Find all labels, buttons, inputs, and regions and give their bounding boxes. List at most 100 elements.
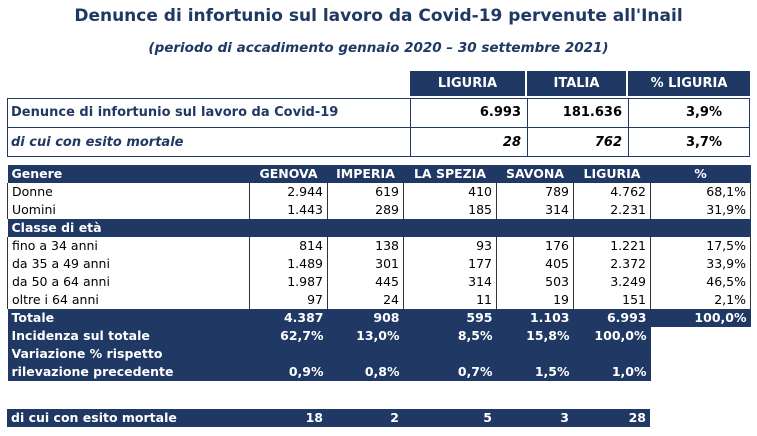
row-label: Totale	[7, 309, 250, 327]
summary-header-pct-liguria: % LIGURIA	[628, 71, 750, 96]
col-header-savona: SAVONA	[496, 165, 574, 183]
cell-genova: 1.443	[249, 201, 328, 219]
cell-la-spezia: 5	[403, 409, 496, 427]
cell-la-spezia: 177	[403, 255, 497, 273]
incidence-row: Incidenza sul totale 62,7% 13,0% 8,5% 15…	[7, 327, 751, 345]
cell-genova: 1.987	[249, 273, 328, 291]
cell-percent: 2,1%	[650, 291, 751, 309]
cell-liguria: 1,0%	[573, 363, 651, 381]
cell-savona: 19	[496, 291, 574, 309]
cell-savona: 3	[496, 409, 573, 427]
variation-row-top: Variazione % rispetto	[7, 345, 751, 363]
cell-savona: 314	[496, 201, 574, 219]
cell-liguria: 3.249	[573, 273, 651, 291]
cell-genova: 18	[249, 409, 327, 427]
summary-pct-value: 3,7%	[685, 135, 722, 150]
cell-savona: 176	[496, 237, 574, 255]
summary-header-italia: ITALIA	[527, 71, 626, 96]
cell-la-spezia: 314	[403, 273, 497, 291]
summary-row-divider	[7, 127, 750, 128]
summary-header-liguria: LIGURIA	[410, 71, 525, 96]
col-header-la-spezia: LA SPEZIA	[403, 165, 497, 183]
cell-imperia: 619	[327, 183, 404, 201]
cell-la-spezia: 410	[403, 183, 497, 201]
cell-percent: 100,0%	[650, 309, 751, 327]
row-label: di cui con esito mortale	[7, 409, 249, 427]
cell-imperia: 13,0%	[327, 327, 404, 345]
summary-liguria-value: 28	[502, 135, 521, 150]
cell-savona: 1,5%	[496, 363, 574, 381]
col-header-liguria: LIGURIA	[573, 165, 651, 183]
row-label: fino a 34 anni	[7, 237, 250, 255]
row-label: Variazione % rispetto	[7, 345, 250, 363]
summary-italia-value: 762	[594, 135, 622, 150]
page-subtitle: (periodo di accadimento gennaio 2020 – 3…	[148, 40, 609, 56]
mortality-row: di cui con esito mortale 18 2 5 3 28	[7, 409, 650, 427]
cell-liguria: 6.993	[573, 309, 651, 327]
cell-la-spezia: 185	[403, 201, 497, 219]
cell-percent: 33,9%	[650, 255, 751, 273]
detail-table: Genere GENOVA IMPERIA LA SPEZIA SAVONA L…	[7, 165, 751, 381]
table-header-row: Genere GENOVA IMPERIA LA SPEZIA SAVONA L…	[7, 165, 751, 183]
row-label: da 50 a 64 anni	[7, 273, 250, 291]
cell-savona: 405	[496, 255, 574, 273]
table-row: Uomini 1.443 289 185 314 2.231 31,9%	[7, 201, 751, 219]
cell-la-spezia: 93	[403, 237, 497, 255]
cell-imperia: 445	[327, 273, 404, 291]
cell-la-spezia: 595	[403, 309, 497, 327]
total-row: Totale 4.387 908 595 1.103 6.993 100,0%	[7, 309, 751, 327]
summary-table: LIGURIA ITALIA % LIGURIA Denunce di info…	[7, 71, 750, 157]
row-label: rilevazione precedente	[7, 363, 250, 381]
cell-genova: 0,9%	[249, 363, 328, 381]
cell-liguria: 1.221	[573, 237, 651, 255]
cell-liguria: 2.231	[573, 201, 651, 219]
row-label: Uomini	[7, 201, 250, 219]
cell-imperia: 138	[327, 237, 404, 255]
cell-imperia: 908	[327, 309, 404, 327]
cell-genova: 2.944	[249, 183, 328, 201]
cell-imperia: 2	[327, 409, 403, 427]
col-header-genere: Genere	[7, 165, 250, 183]
table-row: da 50 a 64 anni 1.987 445 314 503 3.249 …	[7, 273, 751, 291]
summary-row-label: Denunce di infortunio sul lavoro da Covi…	[11, 105, 339, 120]
cell-la-spezia: 0,7%	[403, 363, 497, 381]
summary-row-label: di cui con esito mortale	[11, 135, 184, 150]
summary-liguria-value: 6.993	[479, 105, 521, 120]
cell-imperia: 301	[327, 255, 404, 273]
section-label-eta: Classe di età	[7, 219, 250, 237]
cell-imperia: 0,8%	[327, 363, 404, 381]
cell-imperia: 289	[327, 201, 404, 219]
row-label: da 35 a 49 anni	[7, 255, 250, 273]
cell-genova: 1.489	[249, 255, 328, 273]
col-header-genova: GENOVA	[249, 165, 328, 183]
cell-savona: 503	[496, 273, 574, 291]
cell-savona: 15,8%	[496, 327, 574, 345]
cell-imperia: 24	[327, 291, 404, 309]
page-title: Denunce di infortunio sul lavoro da Covi…	[74, 6, 683, 26]
cell-percent: 68,1%	[650, 183, 751, 201]
cell-la-spezia: 11	[403, 291, 497, 309]
table-row: oltre i 64 anni 97 24 11 19 151 2,1%	[7, 291, 751, 309]
summary-pct-value: 3,9%	[685, 105, 722, 120]
row-label: Donne	[7, 183, 250, 201]
col-header-percent: %	[650, 165, 751, 183]
cell-liguria: 151	[573, 291, 651, 309]
table-row: fino a 34 anni 814 138 93 176 1.221 17,5…	[7, 237, 751, 255]
cell-savona: 789	[496, 183, 574, 201]
cell-percent: 46,5%	[650, 273, 751, 291]
table-row: Donne 2.944 619 410 789 4.762 68,1%	[7, 183, 751, 201]
table-row: da 35 a 49 anni 1.489 301 177 405 2.372 …	[7, 255, 751, 273]
cell-percent: 17,5%	[650, 237, 751, 255]
cell-liguria: 4.762	[573, 183, 651, 201]
cell-genova: 814	[249, 237, 328, 255]
variation-row: rilevazione precedente 0,9% 0,8% 0,7% 1,…	[7, 363, 751, 381]
mortality-table: di cui con esito mortale 18 2 5 3 28	[7, 409, 650, 427]
cell-liguria: 28	[573, 409, 650, 427]
cell-genova: 97	[249, 291, 328, 309]
summary-italia-value: 181.636	[562, 105, 622, 120]
cell-genova: 4.387	[249, 309, 328, 327]
section-header-row: Classe di età	[7, 219, 751, 237]
cell-genova: 62,7%	[249, 327, 328, 345]
cell-liguria: 100,0%	[573, 327, 651, 345]
cell-savona: 1.103	[496, 309, 574, 327]
